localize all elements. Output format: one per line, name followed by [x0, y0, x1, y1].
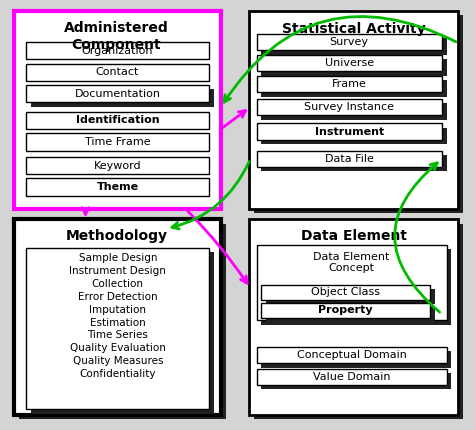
Bar — [31, 89, 214, 107]
Text: Theme: Theme — [96, 182, 139, 192]
Text: Statistical Activity: Statistical Activity — [282, 22, 426, 37]
Bar — [249, 11, 458, 209]
Text: Data File: Data File — [325, 154, 373, 164]
Text: Confidentiality: Confidentiality — [79, 369, 156, 379]
Bar — [26, 248, 209, 409]
Text: Quality Measures: Quality Measures — [73, 356, 163, 366]
Bar — [256, 76, 442, 92]
Bar — [261, 155, 446, 171]
Bar — [256, 369, 446, 385]
Bar — [261, 285, 430, 300]
Bar — [256, 99, 442, 115]
Text: Sample Design: Sample Design — [78, 253, 157, 263]
Bar — [261, 351, 451, 368]
Bar — [26, 42, 209, 59]
Text: Property: Property — [318, 305, 373, 316]
Text: Error Detection: Error Detection — [78, 292, 158, 302]
Bar — [26, 85, 209, 102]
Bar — [256, 245, 446, 320]
Bar — [26, 112, 209, 129]
Text: Survey Instance: Survey Instance — [304, 102, 394, 112]
Text: Contact: Contact — [96, 67, 139, 77]
Bar — [261, 103, 446, 120]
Text: Object Class: Object Class — [311, 287, 380, 298]
Text: Instrument Design: Instrument Design — [69, 266, 166, 276]
Bar — [261, 373, 451, 389]
Bar — [26, 178, 209, 196]
Text: Quality Evaluation: Quality Evaluation — [70, 343, 166, 353]
Bar — [266, 289, 435, 304]
Text: Organization: Organization — [82, 46, 153, 56]
Text: Time Series: Time Series — [87, 330, 148, 341]
Text: Identification: Identification — [76, 115, 160, 126]
Bar — [31, 252, 214, 414]
Bar — [254, 224, 463, 419]
Text: Estimation: Estimation — [90, 317, 146, 328]
Bar — [256, 34, 442, 50]
Text: Collection: Collection — [92, 279, 144, 289]
Bar — [14, 219, 221, 415]
Text: Frame: Frame — [332, 79, 367, 89]
Bar — [256, 347, 446, 363]
Text: Keyword: Keyword — [94, 160, 142, 171]
Bar — [261, 38, 446, 55]
Text: Conceptual Domain: Conceptual Domain — [296, 350, 407, 360]
Bar — [19, 224, 226, 419]
Bar — [249, 219, 458, 415]
Text: Imputation: Imputation — [89, 304, 146, 315]
Bar — [26, 157, 209, 174]
Text: Administered
Component: Administered Component — [64, 22, 169, 52]
Text: Universe: Universe — [324, 58, 374, 68]
Bar — [256, 150, 442, 167]
Bar — [26, 64, 209, 81]
Bar — [266, 307, 435, 322]
Bar — [261, 128, 446, 144]
Bar — [254, 15, 463, 213]
Bar — [256, 55, 442, 71]
Bar — [256, 123, 442, 140]
Text: Survey: Survey — [330, 37, 369, 47]
Text: Data Element
Concept: Data Element Concept — [314, 252, 389, 273]
Bar — [261, 303, 430, 318]
Text: Documentation: Documentation — [75, 89, 161, 99]
Bar — [261, 59, 446, 76]
Text: Value Domain: Value Domain — [313, 372, 390, 382]
Bar — [14, 11, 221, 209]
Text: Time Frame: Time Frame — [85, 137, 151, 147]
Text: Data Element: Data Element — [301, 229, 407, 243]
Bar — [261, 80, 446, 97]
Bar — [26, 133, 209, 150]
Text: Instrument: Instrument — [314, 126, 384, 137]
Bar — [261, 249, 451, 325]
Text: Methodology: Methodology — [66, 229, 167, 243]
